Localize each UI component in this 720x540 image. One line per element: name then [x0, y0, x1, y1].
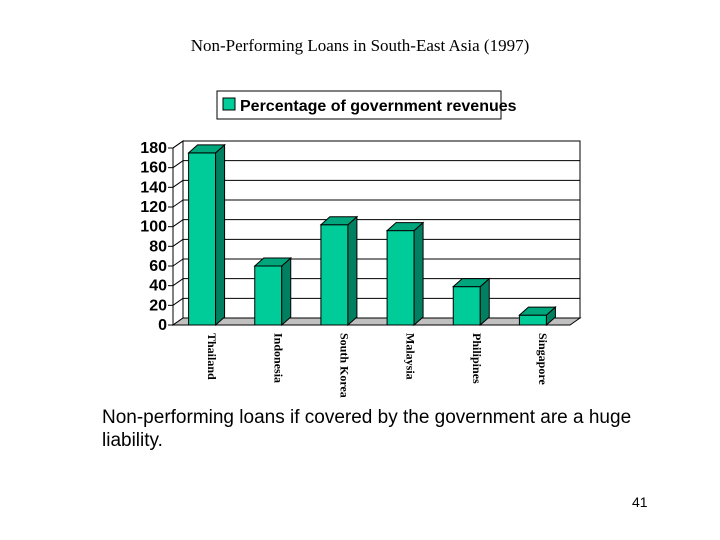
- gridline-side: [172, 258, 184, 267]
- y-tick-label: 180: [140, 140, 167, 157]
- gridline-side: [172, 219, 184, 228]
- gridline-side: [172, 238, 184, 247]
- gridline-side: [172, 160, 184, 169]
- bar: [518, 306, 557, 327]
- bar: [187, 143, 226, 327]
- bar-front: [386, 230, 415, 326]
- bar: [253, 256, 293, 327]
- gridline-side: [172, 199, 184, 208]
- bar-top: [253, 257, 293, 267]
- bar-top: [187, 144, 226, 154]
- bar: [319, 215, 359, 327]
- y-tick-label: 160: [140, 160, 167, 177]
- bar-side: [215, 143, 226, 327]
- bars: [187, 143, 557, 327]
- chart-legend: Percentage of government revenues: [216, 90, 517, 120]
- slide-caption: Non-performing loans if covered by the g…: [102, 407, 632, 451]
- gridlines: [171, 140, 582, 326]
- x-category-label: Thailand: [205, 333, 219, 380]
- bar-side: [347, 215, 358, 327]
- y-tick-label: 20: [149, 297, 167, 314]
- bar-top: [319, 216, 359, 226]
- x-category-label: South Korea: [337, 333, 351, 398]
- bar-top: [385, 222, 425, 232]
- page-number: 41: [632, 494, 648, 510]
- bar-front: [320, 224, 349, 326]
- bar-front: [518, 314, 547, 326]
- slide-title: Non-Performing Loans in South-East Asia …: [190, 36, 530, 55]
- bar-front: [254, 265, 283, 326]
- bar-front: [188, 152, 217, 326]
- legend-box: [216, 90, 502, 120]
- y-tick-label: 120: [140, 199, 167, 216]
- y-axis: 0 20 40 60 80 100 120 140 160 180: [140, 140, 173, 334]
- y-tick-label: 80: [149, 238, 167, 255]
- y-tick-label: 60: [149, 258, 167, 275]
- plot-back-wall: [182, 140, 581, 319]
- bar-top: [451, 278, 491, 288]
- legend-swatch: [222, 97, 236, 111]
- gridline-side: [172, 179, 184, 188]
- x-category-label: Malaysia: [404, 333, 418, 380]
- gridline-side: [172, 297, 184, 306]
- bar-front: [452, 286, 481, 326]
- x-category-label: Indonesia: [271, 333, 285, 383]
- plot-side-wall: [172, 140, 184, 326]
- x-axis-labels: Thailand Indonesia South Korea Malaysia Phil…: [205, 333, 550, 398]
- bar-top: [518, 306, 557, 316]
- x-category-label: Singapore: [536, 333, 550, 385]
- bar-side: [413, 221, 424, 327]
- bar: [385, 221, 425, 327]
- y-tick-label: 140: [140, 179, 167, 196]
- y-tick-label: 0: [158, 317, 167, 334]
- y-tick-label: 40: [149, 278, 167, 295]
- bar-side: [281, 256, 292, 327]
- y-tick-label: 100: [140, 219, 167, 236]
- x-category-label: Philipines: [470, 333, 484, 384]
- gridline-side: [172, 140, 184, 149]
- legend-label: Percentage of government revenues: [240, 98, 517, 115]
- gridline-side: [172, 278, 184, 287]
- bar: [451, 277, 491, 327]
